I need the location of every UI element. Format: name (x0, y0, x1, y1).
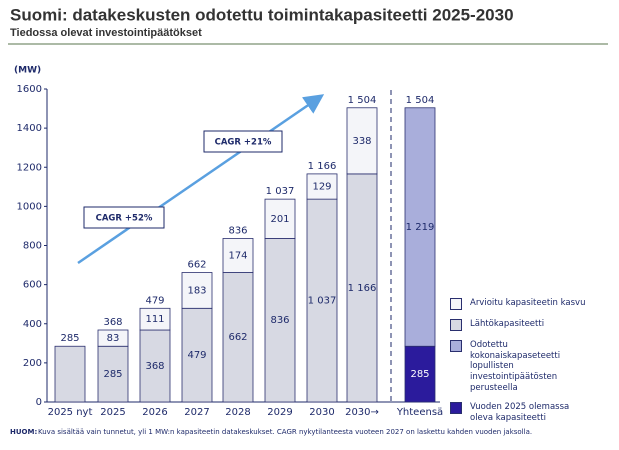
data-label: 368 (145, 361, 164, 372)
x-tick-label: Yhteensä (396, 407, 443, 418)
bar-segment (346, 107, 378, 175)
bar-segment (181, 307, 213, 403)
total-label: 368 (103, 317, 122, 328)
y-tick-label: 200 (23, 358, 42, 369)
total-label: 662 (187, 259, 206, 270)
y-tick-label: 800 (23, 241, 42, 252)
y-tick-label: 600 (23, 280, 42, 291)
annotation-box (83, 206, 165, 229)
total-label: 836 (228, 225, 247, 236)
data-label: 1 166 (348, 283, 377, 294)
legend-label: Vuoden 2025 olemassa oleva kapasiteetti (470, 402, 570, 423)
bar-segment (264, 238, 296, 403)
x-tick-label: 2026 (142, 407, 167, 418)
bar-segment (264, 198, 296, 239)
data-label: 174 (228, 250, 247, 261)
x-tick-label: 2029 (267, 407, 292, 418)
total-label: 479 (145, 295, 164, 306)
data-label: 201 (270, 214, 289, 225)
y-tick-label: 1200 (17, 162, 42, 173)
bar-segment (139, 307, 171, 331)
data-label: 111 (145, 314, 164, 325)
legend: Arvioitu kapasiteetin kasvu Lähtökapasite… (450, 298, 610, 432)
legend-swatch (450, 402, 462, 415)
data-label: 83 (107, 333, 120, 344)
y-tick-label: 1600 (17, 84, 42, 95)
legend-swatch (450, 298, 462, 310)
total-label: 1 504 (348, 95, 377, 106)
data-label: 338 (352, 136, 371, 147)
bar-segment (54, 345, 86, 403)
total-label: 285 (60, 333, 79, 344)
x-tick-label: 2030 (309, 407, 334, 418)
bar-segment (404, 345, 436, 403)
chart-subtitle: Tiedossa olevat investointipäätökset (10, 27, 202, 39)
y-tick-label: 1400 (17, 123, 42, 134)
total-label: 1 166 (308, 161, 337, 172)
legend-swatch (450, 319, 462, 331)
data-label: 285 (103, 369, 122, 380)
data-label: 1 037 (308, 296, 337, 307)
trend-arrow (77, 94, 325, 265)
bar-segment (306, 198, 338, 403)
x-tick-label: 2030→ (345, 407, 379, 418)
note: Kuva sisältää vain tunnetut, yli 1 MW:n … (38, 428, 532, 436)
data-label: 662 (228, 332, 247, 343)
note-label: HUOM: (10, 428, 37, 436)
legend-item: Odotettu kokonaiskapaseteetti lopulliste… (450, 340, 610, 393)
legend-label: Arvioitu kapasiteetin kasvu (470, 298, 586, 308)
y-axis-label: (MW) (14, 66, 41, 76)
legend-item: Lähtökapasiteetti (450, 319, 610, 331)
data-label: 836 (270, 315, 289, 326)
y-tick-label: 400 (23, 319, 42, 330)
legend-label: Lähtökapasiteetti (470, 319, 545, 329)
data-label: 129 (312, 182, 331, 193)
data-label: 183 (187, 285, 206, 296)
data-label: 479 (187, 350, 206, 361)
x-tick-label: 2027 (184, 407, 209, 418)
total-label: 1 504 (406, 95, 435, 106)
bar-segment (306, 173, 338, 200)
y-tick-label: 0 (36, 397, 42, 408)
data-label: 285 (410, 369, 429, 380)
legend-item: Vuoden 2025 olemassa oleva kapasiteetti (450, 402, 610, 423)
x-tick-label: 2025 (100, 407, 125, 418)
legend-label: Odotettu kokonaiskapaseteetti lopulliste… (470, 340, 561, 393)
bar-segment (222, 238, 254, 273)
bar-segment (346, 173, 378, 403)
bar-segment (181, 272, 213, 309)
x-tick-label: 2028 (225, 407, 250, 418)
data-label: 1 219 (406, 222, 435, 233)
annotation: CAGR +52% (96, 214, 153, 224)
legend-item: Arvioitu kapasiteetin kasvu (450, 298, 610, 310)
chart-title: Suomi: datakeskusten odotettu toimintaka… (10, 5, 514, 24)
annotation-box (203, 130, 283, 153)
bar-segment (404, 107, 436, 347)
bar-segment (97, 329, 129, 347)
annotation: CAGR +21% (215, 138, 272, 148)
x-tick-label: 2025 nyt (48, 407, 93, 418)
y-tick-label: 1000 (17, 201, 42, 212)
legend-swatch (450, 340, 462, 352)
bar-segment (222, 272, 254, 403)
total-label: 1 037 (266, 186, 295, 197)
